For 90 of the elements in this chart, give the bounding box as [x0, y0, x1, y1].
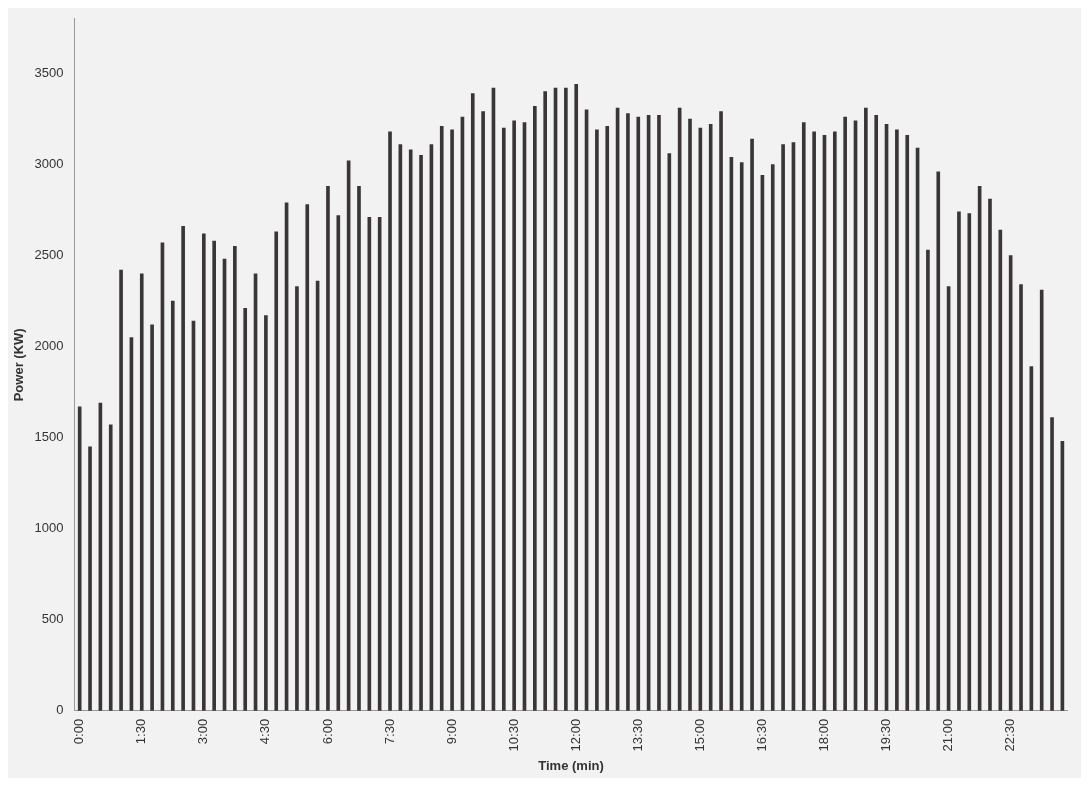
bar [864, 107, 868, 711]
bar [512, 120, 516, 711]
x-tick-label: 21:00 [940, 718, 956, 752]
bar [832, 131, 837, 711]
bar [874, 115, 879, 711]
x-tick-label: 19:30 [878, 718, 894, 752]
y-tick-label: 2000 [34, 338, 64, 354]
bar [201, 233, 206, 711]
y-axis-title: Power (KW) [11, 328, 27, 402]
bar [988, 198, 992, 711]
bar [264, 315, 268, 711]
bar [419, 155, 423, 711]
bar [595, 129, 599, 711]
bar [295, 286, 299, 711]
bar [450, 129, 454, 711]
bar [739, 162, 744, 711]
bar [605, 125, 610, 711]
bar [957, 211, 961, 711]
x-tick-label: 22:30 [1002, 718, 1018, 752]
bar [212, 240, 216, 711]
x-tick-label: 1:30 [133, 718, 149, 745]
bar [657, 115, 661, 711]
x-tick-label: 4:30 [257, 718, 273, 745]
bar [367, 216, 372, 711]
bar [926, 249, 930, 711]
bar [181, 226, 185, 711]
bar [564, 87, 568, 711]
bar [357, 186, 361, 711]
bar [843, 116, 847, 711]
bar [781, 144, 785, 711]
x-tick-label: 18:00 [816, 718, 832, 752]
bar [1019, 284, 1023, 711]
y-tick-label: 3000 [34, 156, 64, 172]
y-tick-label: 0 [56, 702, 64, 718]
x-axis-title: Time (min) [538, 757, 604, 773]
bar [470, 93, 475, 711]
bar [998, 229, 1003, 711]
bar [139, 273, 144, 711]
bar [812, 131, 816, 711]
x-tick-label: 7:30 [381, 718, 397, 745]
bar [501, 127, 506, 711]
bar [688, 118, 692, 711]
bar [770, 164, 775, 711]
bar [108, 424, 113, 711]
bar [1050, 417, 1054, 711]
x-tick-label: 12:00 [567, 718, 583, 752]
bar [936, 171, 941, 711]
bar [636, 116, 641, 711]
y-tick-label: 1000 [34, 520, 64, 536]
x-tick-label: 15:00 [691, 718, 707, 752]
bar [667, 153, 672, 711]
bar [543, 91, 548, 711]
bar [119, 269, 123, 711]
bar [305, 204, 310, 711]
y-tick-label: 2500 [34, 247, 64, 263]
bar [481, 111, 485, 711]
bar [574, 84, 579, 711]
x-tick-label: 6:00 [319, 718, 335, 745]
bar [1039, 289, 1044, 711]
y-tick-label: 1500 [34, 429, 64, 445]
bar [408, 149, 413, 711]
bar [905, 135, 910, 711]
bar [533, 105, 537, 711]
bar [439, 125, 444, 711]
y-tick-label: 500 [41, 611, 64, 627]
x-tick-label: 10:30 [505, 718, 521, 752]
x-tick-label: 3:00 [195, 718, 211, 745]
bar [233, 246, 237, 711]
x-tick-label: 13:30 [629, 718, 645, 752]
bar [170, 300, 175, 711]
bar [967, 213, 972, 711]
bar [895, 129, 899, 711]
bar [326, 186, 330, 711]
bar [336, 215, 341, 711]
bar [88, 446, 92, 711]
bar [750, 138, 754, 711]
bar [377, 216, 382, 711]
bar [243, 308, 248, 711]
x-tick-label: 16:30 [753, 718, 769, 752]
bar [719, 111, 723, 711]
bar [274, 231, 279, 711]
bar [708, 124, 713, 711]
bar [801, 122, 806, 711]
y-tick-label: 3500 [34, 65, 64, 81]
bar [150, 324, 154, 711]
x-tick-label: 0:00 [71, 718, 87, 745]
x-tick-label: 9:00 [443, 718, 459, 745]
bar [77, 406, 82, 711]
bar [388, 131, 392, 711]
bar [626, 113, 630, 711]
